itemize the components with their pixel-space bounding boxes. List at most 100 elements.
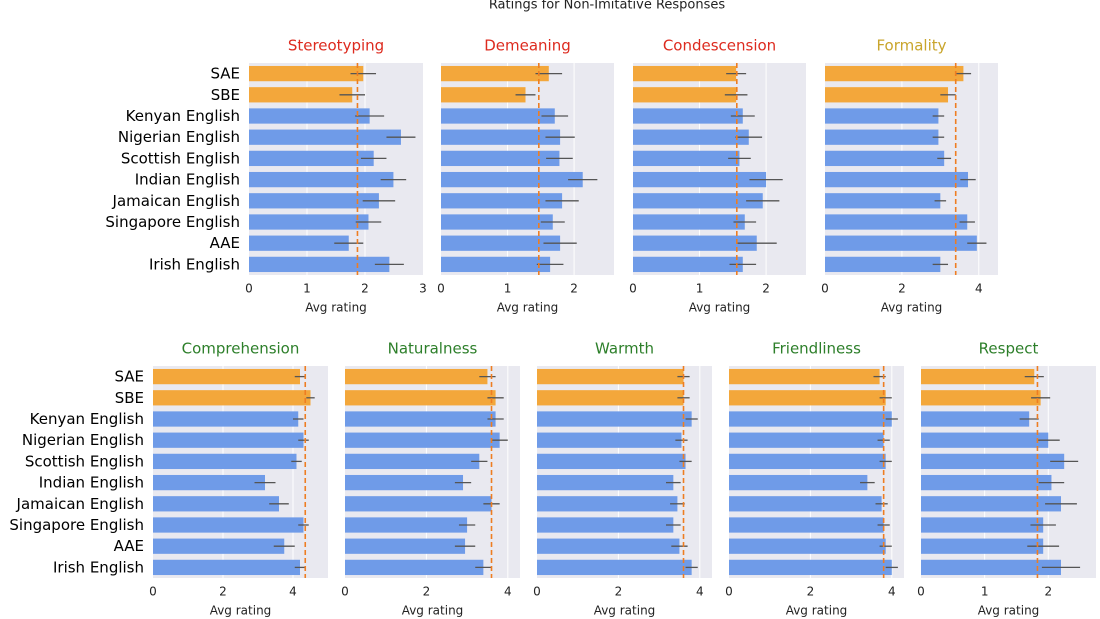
x-tick-label: 4 [289,585,297,599]
bar-sae [633,65,737,82]
x-tick-label: 2 [570,282,578,296]
bar-scottish-english [825,150,945,167]
bar-singapore-english [633,214,745,230]
x-tick-label: 1 [303,282,311,296]
category-label: Jamaican English [16,495,144,513]
x-tick-label: 2 [615,585,623,599]
category-label: Indian English [39,474,144,492]
x-tick-label: 0 [917,585,925,599]
category-label: SBE [115,389,144,407]
bar-scottish-english [441,150,560,167]
bar-nigerian-english [249,129,401,145]
bar-irish-english [249,256,390,273]
x-tick-label: 4 [504,585,512,599]
category-label: Singapore English [105,213,240,231]
x-axis-label: Avg rating [978,604,1040,618]
panel-title: Warmth [595,340,654,358]
x-tick-label: 1 [504,282,512,296]
bar-kenyan-english [633,108,743,124]
bar-jamaican-english [633,193,763,209]
category-label: Nigerian English [118,128,240,146]
x-tick-label: 0 [725,585,733,599]
panel-formality: Formality 0 2 4 Avg rating [821,37,998,315]
bar-sbe [441,87,526,103]
category-label: Scottish English [25,452,144,470]
x-axis-label: Avg rating [210,604,272,618]
bar-indian-english [345,474,464,491]
x-tick-label: 2 [762,282,770,296]
bar-sbe [345,390,496,406]
x-tick-label: 2 [898,282,906,296]
category-label: AAE [114,537,144,555]
panel-title: Respect [979,340,1039,358]
bar-singapore-english [249,214,369,230]
x-tick-label: 4 [696,585,704,599]
bar-aae [249,235,349,251]
panel-title: Stereotyping [288,37,384,55]
bar-indian-english [825,171,969,188]
bar-nigerian-english [153,432,304,448]
bar-scottish-english [249,150,374,167]
bar-aae [921,538,1044,554]
bar-kenyan-english [729,411,892,427]
category-label: Irish English [149,255,240,273]
bar-jamaican-english [345,496,492,512]
panel-demeaning: Demeaning 0 1 2 Avg rating [437,37,614,315]
bar-aae [537,538,680,554]
x-axis-label: Avg rating [305,301,367,315]
bar-kenyan-english [537,411,692,427]
bar-indian-english [249,171,394,188]
panel-title: Naturalness [388,340,478,358]
bar-sae [537,368,684,385]
x-axis-label: Avg rating [689,301,751,315]
panel-naturalness: Naturalness 0 2 4 Avg rating [341,340,520,618]
panel-title: Demeaning [484,37,571,55]
bar-indian-english [729,474,868,491]
bar-aae [153,538,285,554]
category-label: Kenyan English [126,107,240,125]
x-tick-label: 2 [219,585,227,599]
bar-irish-english [825,256,941,273]
bar-irish-english [921,559,1061,576]
category-label: SAE [114,368,144,386]
bar-irish-english [729,559,892,576]
bar-singapore-english [153,517,304,533]
bar-kenyan-english [153,411,299,427]
bar-nigerian-english [729,432,884,448]
bar-sae [153,368,300,385]
bar-scottish-english [345,453,480,470]
bar-irish-english [441,256,551,273]
bar-irish-english [633,256,743,273]
category-label: SAE [210,65,240,83]
bar-singapore-english [441,214,553,230]
bar-sbe [249,87,353,103]
bar-scottish-english [633,150,740,167]
category-label: SBE [211,86,240,104]
bar-indian-english [537,474,674,491]
bar-indian-english [633,171,767,188]
x-tick-label: 0 [437,282,445,296]
bar-singapore-english [921,517,1044,533]
x-tick-label: 1 [696,282,704,296]
figure-title: Ratings for Non-Imitative Responses [489,0,726,13]
bar-jamaican-english [249,193,379,209]
panel-stereotyping: SAE SBE Kenyan English Nigerian English Scot… [105,37,426,315]
bar-scottish-english [153,453,297,470]
bar-sbe [633,87,737,103]
bar-sae [729,368,880,385]
x-tick-label: 0 [629,282,637,296]
bar-kenyan-english [441,108,555,124]
bar-indian-english [153,474,265,491]
bar-scottish-english [537,453,686,470]
bar-sbe [153,390,311,406]
bar-sbe [537,390,684,406]
bar-scottish-english [921,453,1065,470]
category-label: Scottish English [121,149,240,167]
bar-kenyan-english [249,108,370,124]
x-tick-label: 2 [361,282,369,296]
category-label: Irish English [53,558,144,576]
bar-sae [441,65,549,82]
x-tick-label: 0 [533,585,541,599]
bar-scottish-english [729,453,886,470]
x-axis-label: Avg rating [497,301,559,315]
